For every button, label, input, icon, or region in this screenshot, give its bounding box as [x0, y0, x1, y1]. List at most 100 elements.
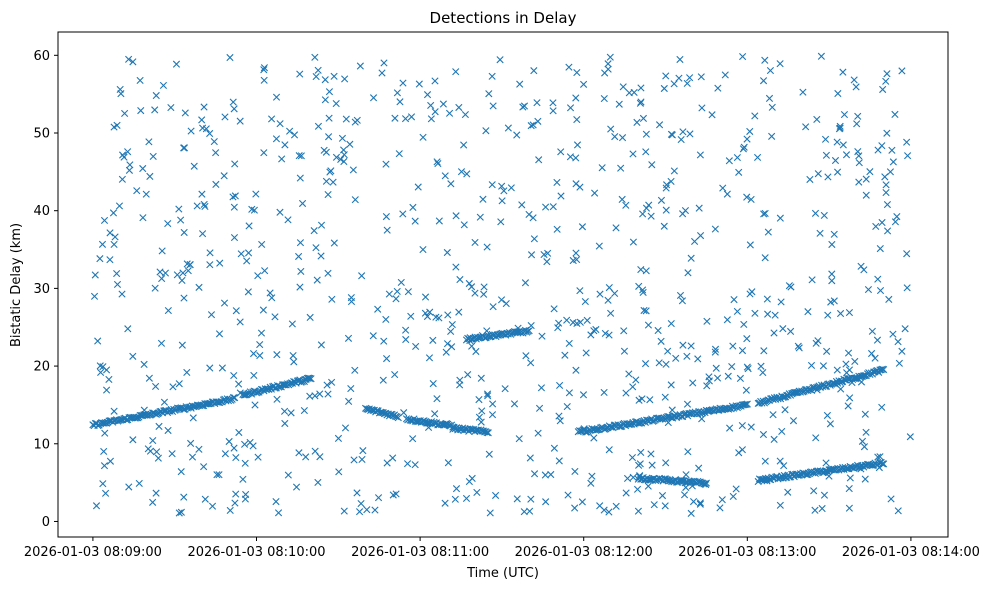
data-point — [635, 461, 643, 469]
data-point — [593, 426, 601, 434]
data-point — [200, 463, 208, 471]
data-point — [572, 249, 580, 257]
data-point — [245, 222, 253, 230]
data-point — [726, 424, 734, 432]
data-point — [761, 254, 769, 262]
data-point — [741, 400, 749, 409]
data-point — [676, 291, 685, 300]
data-point — [641, 360, 650, 368]
data-point — [394, 414, 402, 422]
data-point — [259, 306, 267, 314]
data-point — [198, 190, 206, 198]
data-point — [748, 288, 756, 296]
data-point — [235, 380, 243, 388]
data-point — [461, 110, 469, 119]
data-point — [581, 297, 589, 306]
data-point — [304, 374, 313, 382]
data-point — [529, 121, 537, 129]
data-point — [443, 248, 451, 257]
data-point — [667, 320, 675, 328]
y-tick-label: 20 — [33, 360, 50, 375]
data-point — [630, 88, 638, 97]
data-point — [535, 404, 544, 412]
data-point — [862, 428, 870, 436]
data-point — [770, 329, 778, 337]
data-point — [173, 271, 181, 279]
data-point — [565, 63, 573, 71]
data-point — [687, 342, 695, 350]
data-point — [340, 507, 348, 515]
data-point — [157, 339, 166, 347]
data-point — [332, 153, 341, 161]
data-point — [316, 453, 324, 461]
data-point — [871, 354, 879, 362]
data-point — [206, 261, 214, 269]
data-point — [99, 480, 107, 488]
data-point — [845, 308, 854, 317]
data-point — [325, 88, 334, 96]
data-point — [289, 352, 297, 360]
data-point — [763, 295, 771, 303]
data-point — [485, 450, 493, 458]
data-point — [404, 288, 412, 296]
data-point — [109, 209, 118, 217]
data-point — [496, 56, 504, 64]
data-point — [596, 290, 604, 298]
data-point — [460, 141, 468, 149]
data-point — [732, 485, 740, 493]
data-point — [249, 350, 258, 358]
data-point — [661, 502, 669, 510]
data-point — [314, 66, 322, 74]
data-point — [811, 209, 820, 217]
data-point — [284, 471, 292, 479]
data-point — [321, 76, 329, 84]
data-point — [98, 240, 107, 248]
data-point — [296, 239, 305, 247]
data-point — [513, 495, 521, 503]
data-point — [124, 325, 132, 333]
data-point — [298, 199, 307, 208]
data-point — [833, 168, 842, 176]
data-point — [607, 125, 615, 133]
data-point — [654, 326, 662, 335]
data-point — [355, 508, 364, 516]
data-point — [295, 252, 303, 261]
data-point — [159, 81, 168, 90]
data-point — [306, 392, 314, 400]
data-point — [382, 213, 390, 221]
data-point — [359, 447, 367, 455]
data-point — [687, 254, 695, 262]
plot-frame — [57, 31, 949, 538]
data-point — [497, 218, 505, 226]
data-point — [596, 502, 604, 510]
data-point — [557, 192, 565, 200]
data-point — [230, 371, 238, 380]
data-point — [292, 483, 301, 491]
data-point — [484, 392, 492, 400]
data-point — [433, 395, 441, 403]
data-point — [872, 222, 880, 231]
data-point — [828, 240, 836, 249]
data-point — [179, 269, 187, 277]
data-point — [452, 212, 460, 220]
data-point — [776, 214, 784, 222]
data-point — [206, 129, 214, 138]
data-point — [820, 211, 828, 219]
data-point — [311, 447, 319, 455]
data-point — [820, 491, 829, 499]
data-point — [864, 285, 873, 294]
data-point — [137, 107, 145, 115]
data-point — [605, 446, 613, 454]
data-point — [235, 428, 243, 437]
data-point — [339, 146, 348, 154]
data-point — [314, 122, 323, 130]
data-point — [208, 502, 217, 510]
data-point — [878, 365, 886, 373]
x-axis-label: Time (UTC) — [466, 566, 539, 581]
data-point — [149, 498, 157, 506]
data-point — [439, 100, 447, 108]
data-point — [862, 191, 870, 199]
data-point — [828, 270, 836, 278]
data-point — [181, 109, 189, 117]
data-point — [513, 131, 521, 139]
